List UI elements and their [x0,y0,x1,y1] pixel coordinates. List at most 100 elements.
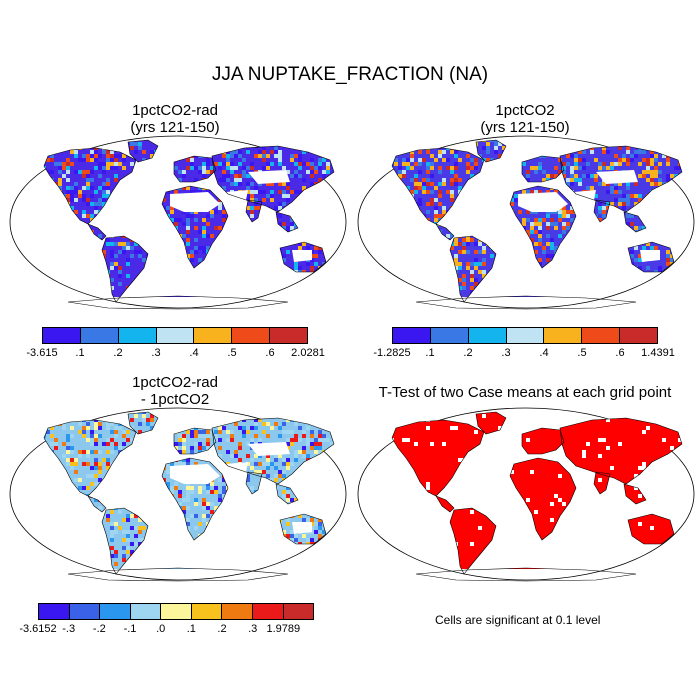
coastline-india [593,471,611,495]
panel-3-title: 1pctCO2-rad - 1pctCO2 [20,374,330,408]
coastline-greenland [127,139,159,163]
colorbar-box [269,328,308,343]
coastline-se-asia [623,483,647,505]
coastline-australia [627,241,675,273]
colorbar-label: .2 [463,347,473,359]
colorbar-label: -.1 [123,623,137,635]
coastline-europe [521,427,565,455]
coastlines [43,139,335,310]
panel-2-title-line2: (yrs 121-150) [480,119,570,136]
colorbar-label: .5 [227,347,237,359]
coastline-asia [559,417,683,485]
map-panel-4 [357,407,695,582]
colorbar-box [129,604,161,619]
colorbar-label: 1.9789 [266,623,301,635]
coastline-north-america [43,419,137,497]
colorbar-box [39,604,69,619]
colorbar-box [79,328,118,343]
colorbar-box [160,604,191,619]
coastline-europe [173,155,217,183]
colorbar-box [505,328,544,343]
panel-1-title-line1: 1pctCO2-rad [132,102,218,119]
colorbar-label: .3 [501,347,511,359]
coastline-south-america [449,235,497,303]
coastline-south-america [101,235,149,303]
colorbar-box [117,328,156,343]
colorbar-label: -.3 [62,623,76,635]
coastline-india [245,471,263,495]
colorbar-label: .4 [189,347,199,359]
colorbar-3: -3.6152 -.3 -.2 -.1 .0 .1 .2 .3 1.9789 [19,603,314,637]
coastline-south-america [449,507,497,575]
map-panel-1 [9,135,347,310]
coastlines [43,411,335,582]
colorbar-box [467,328,506,343]
colorbar-label: 2.0281 [291,347,325,359]
colorbar-boxes [38,603,314,620]
colorbar-box [190,604,222,619]
colorbar-label: -3.615 [26,347,58,359]
coastline-asia [211,145,335,213]
panel-2-title-line1: 1pctCO2 [495,102,555,119]
coastline-africa [161,185,229,269]
colorbar-box [68,604,100,619]
significance-note: Cells are significant at 0.1 level [435,613,601,627]
coastline-antarctica [415,567,637,582]
coastline-greenland [475,411,507,435]
coastline-central-america [87,223,107,241]
colorbar-label: .3 [151,347,161,359]
map-panel-2 [357,135,695,310]
colorbar-box [429,328,468,343]
coastline-antarctica [67,295,289,310]
colorbar-box [543,328,582,343]
coastline-australia [627,513,675,545]
coastline-greenland [475,139,507,163]
coastline-north-america [391,419,485,497]
coastline-se-asia [623,211,647,233]
figure-title: JJA NUPTAKE_FRACTION (NA) [211,64,489,85]
coastline-asia [559,145,683,213]
coastline-central-america [87,495,107,513]
colorbar-box [393,328,430,343]
coastline-india [245,199,263,223]
colorbar-label: .2 [217,623,227,635]
coastline-africa [509,457,577,541]
coastline-greenland [127,411,159,435]
colorbar-label: .6 [265,347,275,359]
colorbar-boxes [42,327,308,344]
panel-2-title: 1pctCO2 (yrs 121-150) [370,102,680,136]
coastline-europe [173,427,217,455]
coastline-se-asia [275,211,299,233]
colorbar-label: .1 [425,347,435,359]
coastline-antarctica [415,295,637,310]
colorbar-label: -1.2825 [373,347,411,359]
coastline-central-america [435,223,455,241]
colorbar-box [282,604,314,619]
coastline-asia [211,417,335,485]
colorbar-box [251,604,283,619]
colorbar-label: -3.6152 [19,623,57,635]
coastline-se-asia [275,483,299,505]
panel-1-title-line2: (yrs 121-150) [130,119,220,136]
colorbar-label: .1 [75,347,85,359]
coastline-africa [161,457,229,541]
coastline-antarctica [67,567,289,582]
colorbar-label: .3 [248,623,258,635]
colorbar-2: -1.2825 .1 .2 .3 .4 .5 .6 1.4391 [373,327,675,361]
colorbar-label: .6 [615,347,625,359]
coastline-north-america [391,147,485,225]
colorbar-boxes [392,327,658,344]
colorbar-label: -.2 [92,623,106,635]
colorbar-box [155,328,194,343]
coastline-central-america [435,495,455,513]
coastline-europe [521,155,565,183]
panel-1-title: 1pctCO2-rad (yrs 121-150) [20,102,330,136]
coastlines [391,411,683,582]
colorbar-label: .2 [113,347,123,359]
colorbar-box [193,328,232,343]
coastline-north-america [43,147,137,225]
colorbar-box [231,328,270,343]
colorbar-label: 1.4391 [641,347,675,359]
colorbar-box [619,328,658,343]
panel-3-title-line1: 1pctCO2-rad [132,374,218,391]
